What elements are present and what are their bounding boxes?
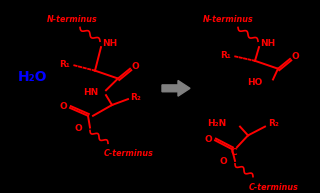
Text: NH: NH [260,39,275,48]
Text: O: O [219,157,227,166]
Text: H₂N: H₂N [207,119,226,128]
Text: O: O [74,124,82,133]
Text: R₂: R₂ [268,119,279,128]
Text: HO: HO [248,78,263,87]
Text: R₁: R₁ [59,60,70,69]
Text: C: C [231,148,237,157]
Text: HN: HN [83,88,98,97]
Text: N-terminus: N-terminus [47,15,97,24]
Text: N-terminus: N-terminus [203,15,253,24]
Text: NH: NH [102,39,117,48]
FancyArrow shape [162,80,190,96]
Text: R₁: R₁ [220,51,231,60]
Text: O: O [292,52,300,61]
Text: C-terminus: C-terminus [104,149,154,158]
Text: O: O [59,102,67,112]
Text: C-terminus: C-terminus [249,183,299,191]
Text: H₂O: H₂O [18,69,47,84]
Text: O: O [132,62,140,71]
Text: R₂: R₂ [130,93,141,102]
Text: O: O [204,135,212,144]
